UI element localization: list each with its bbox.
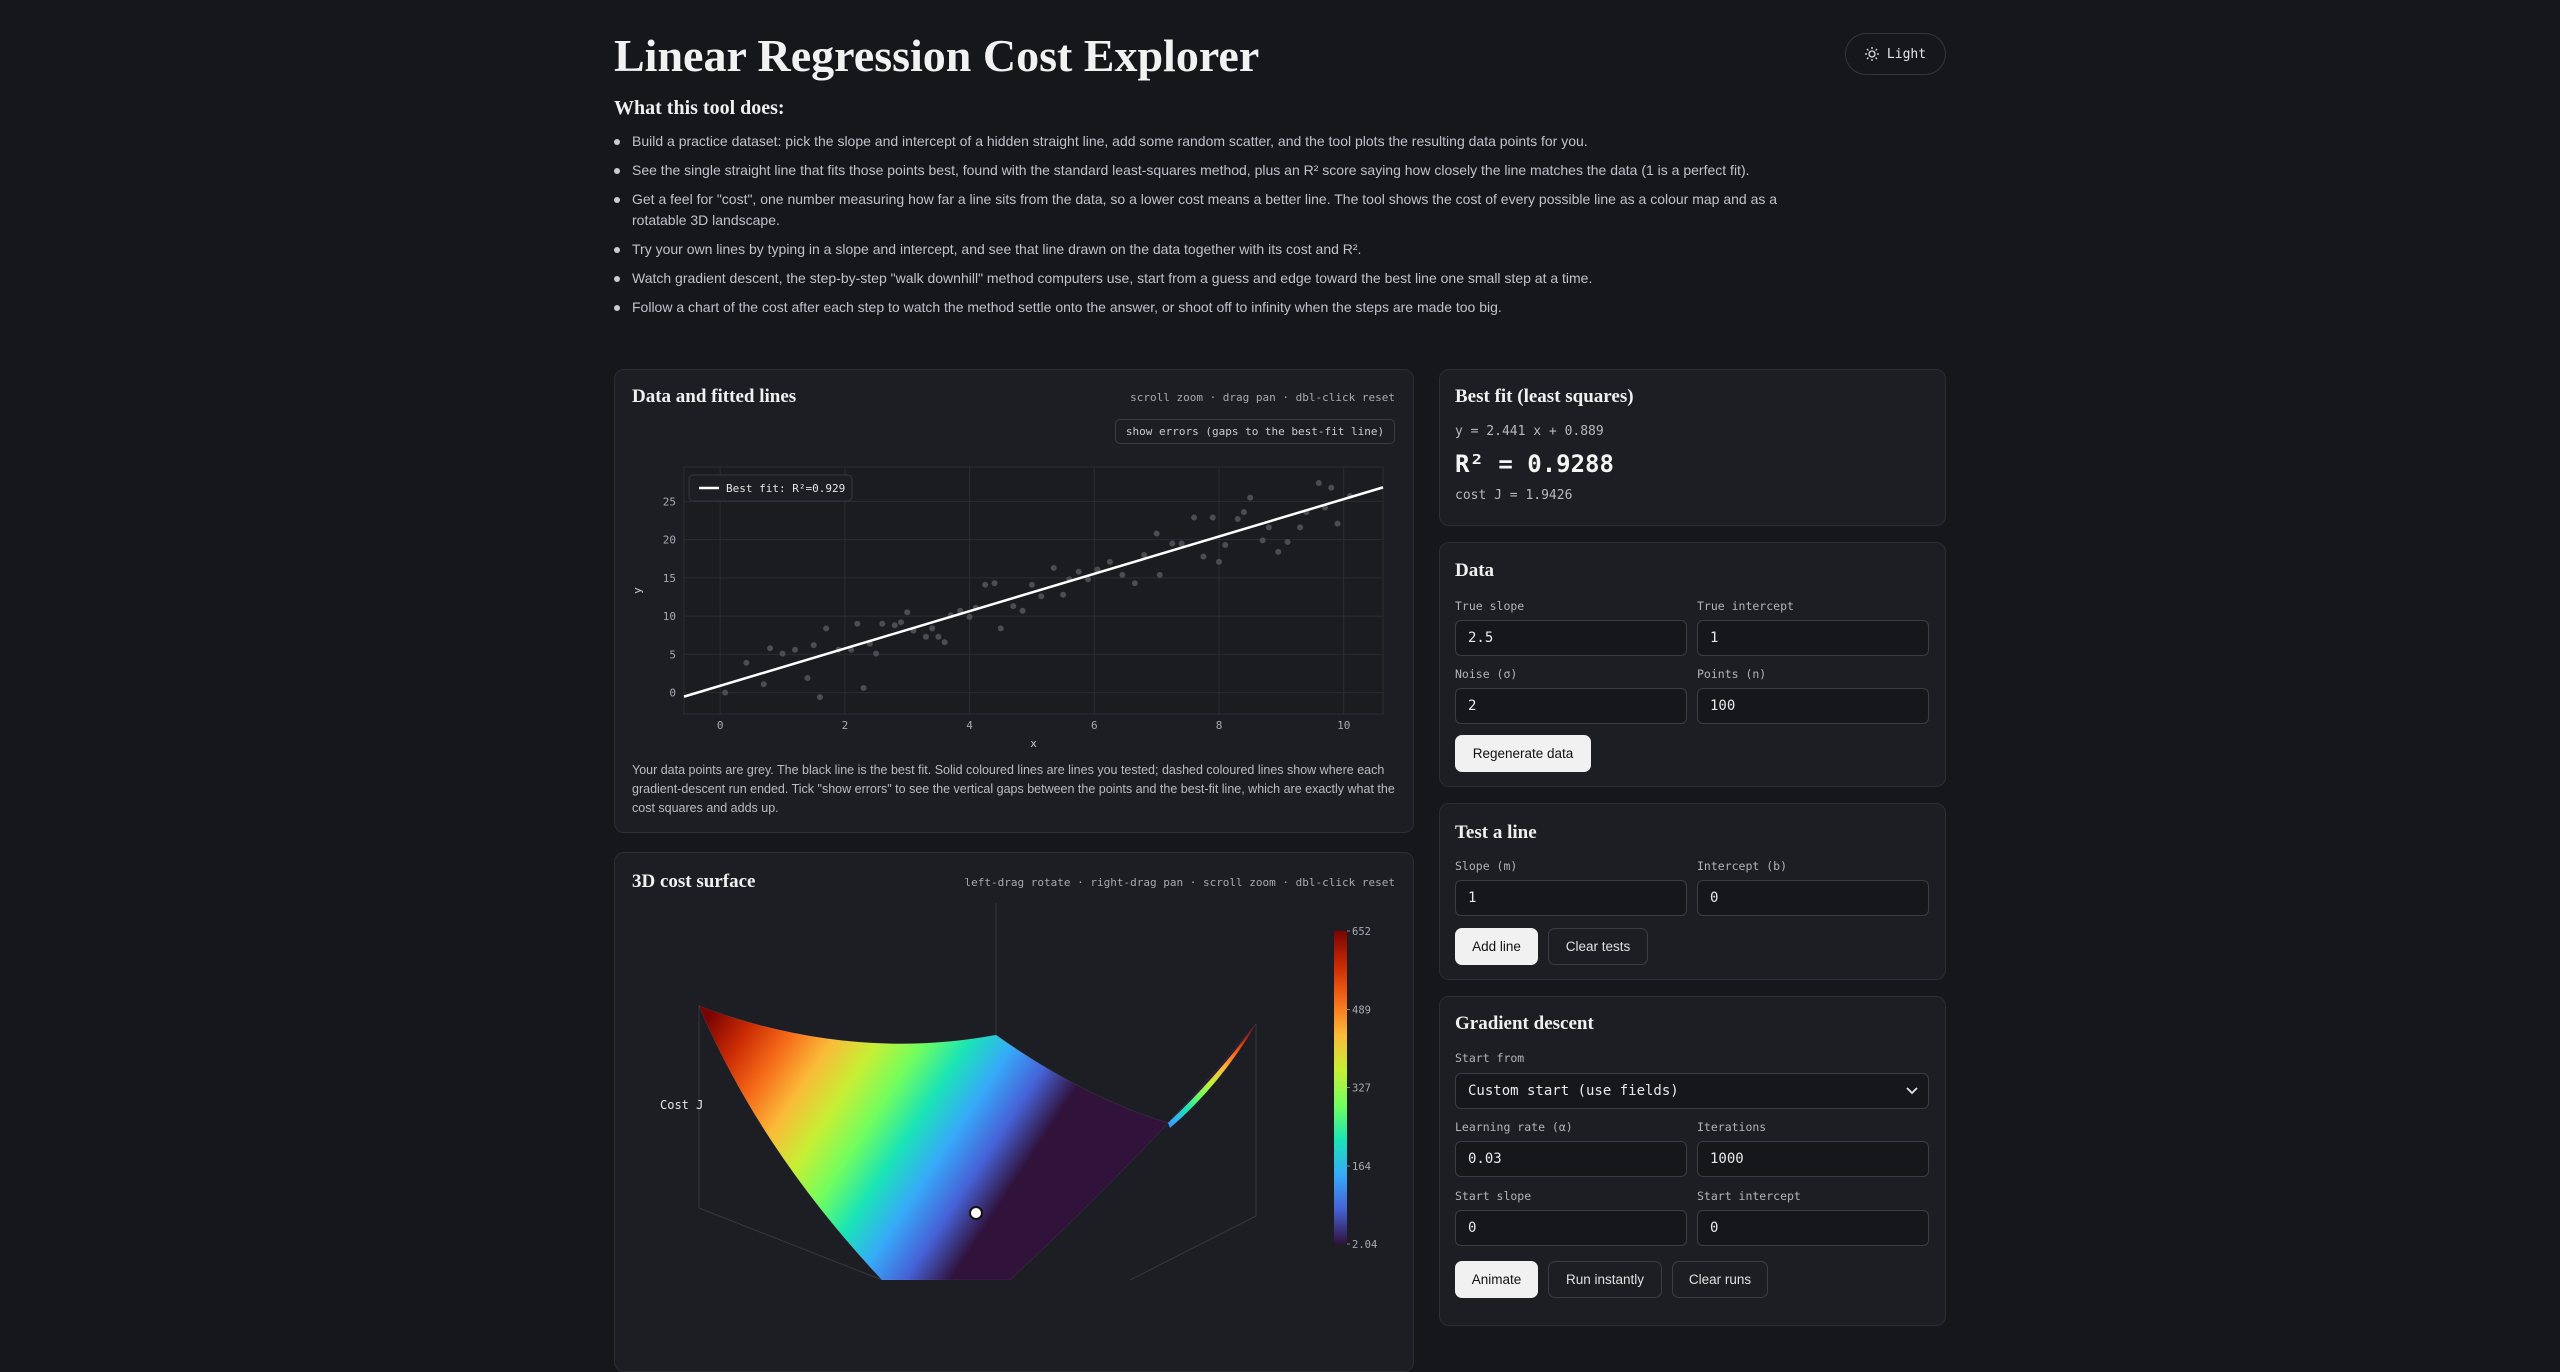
- panel-title: Gradient descent: [1455, 1013, 1594, 1034]
- text-input[interactable]: 0: [1697, 1210, 1929, 1246]
- theme-toggle[interactable]: Light: [1845, 33, 1946, 75]
- text-input[interactable]: 0.03: [1455, 1141, 1687, 1177]
- field-label: Slope (m): [1455, 859, 1518, 873]
- intro-bullet: Get a feel for "cost", one number measur…: [614, 189, 1799, 231]
- text-input[interactable]: 1: [1697, 620, 1929, 656]
- field-label: True slope: [1455, 599, 1525, 613]
- field-label: Start intercept: [1697, 1189, 1801, 1203]
- field-label: Points (n): [1697, 667, 1767, 681]
- button[interactable]: Regenerate data: [1455, 735, 1591, 772]
- chevron-icon: [1906, 1087, 1918, 1095]
- best-fit-panel: [1439, 369, 1946, 526]
- field-label: Start slope: [1455, 1189, 1532, 1203]
- fit-r2: R² = 0.9288: [1455, 450, 1614, 478]
- intro-heading: What this tool does:: [614, 97, 785, 119]
- panel-title: 3D cost surface: [632, 871, 756, 892]
- field-label: True intercept: [1697, 599, 1794, 613]
- intro-bullet: Follow a chart of the cost after each st…: [614, 297, 1799, 318]
- field-label: Start from: [1455, 1051, 1525, 1065]
- button[interactable]: Clear tests: [1548, 928, 1648, 965]
- page-title: Linear Regression Cost Explorer: [614, 30, 1260, 81]
- panel-title: Best fit (least squares): [1455, 386, 1634, 407]
- field-label: Iterations: [1697, 1120, 1767, 1134]
- panel-title: Data: [1455, 560, 1495, 581]
- field-label: Intercept (b): [1697, 859, 1788, 873]
- intro-bullet: Build a practice dataset: pick the slope…: [614, 131, 1799, 152]
- start-select[interactable]: Custom start (use fields): [1455, 1073, 1929, 1109]
- text-input[interactable]: 0: [1455, 1210, 1687, 1246]
- app: Linear Regression Cost Explorer Light Wh…: [614, 30, 1946, 1372]
- chart-hint: scroll zoom · drag pan · dbl-click reset: [1130, 391, 1395, 404]
- chart-hint: left-drag rotate · right-drag pan · scro…: [964, 876, 1395, 889]
- panel-title: Data and fitted lines: [632, 386, 797, 407]
- chart-caption: Your data points are grey. The black lin…: [632, 763, 1395, 815]
- intro-list: Build a practice dataset: pick the slope…: [614, 131, 1799, 326]
- panel-title: Test a line: [1455, 822, 1537, 843]
- text-input[interactable]: 0: [1697, 880, 1929, 916]
- intro-bullet: Try your own lines by typing in a slope …: [614, 239, 1799, 260]
- button[interactable]: Add line: [1455, 928, 1538, 965]
- intro-bullet: See the single straight line that fits t…: [614, 160, 1799, 181]
- text-input[interactable]: 1000: [1697, 1141, 1929, 1177]
- text-input[interactable]: 100: [1697, 688, 1929, 724]
- page: Linear Regression Cost Explorer { "heade…: [614, 30, 1946, 1372]
- theme-label: Light: [1886, 46, 1927, 62]
- fit-cost: cost J = 1.9426: [1455, 488, 1573, 503]
- text-input[interactable]: 2.5: [1455, 620, 1687, 656]
- show-errors-toggle[interactable]: show errors (gaps to the best-fit line): [1115, 419, 1395, 444]
- fit-equation: y = 2.441 x + 0.889: [1455, 424, 1604, 439]
- surface-panel: [614, 852, 1414, 1372]
- field-label: Learning rate (α): [1455, 1120, 1573, 1134]
- field-label: Noise (σ): [1455, 667, 1518, 681]
- sun-icon: [1864, 47, 1879, 61]
- text-input[interactable]: 2: [1455, 688, 1687, 724]
- select-value: Custom start (use fields): [1468, 1083, 1679, 1099]
- intro-bullet: Watch gradient descent, the step-by-step…: [614, 268, 1799, 289]
- text-input[interactable]: 1: [1455, 880, 1687, 916]
